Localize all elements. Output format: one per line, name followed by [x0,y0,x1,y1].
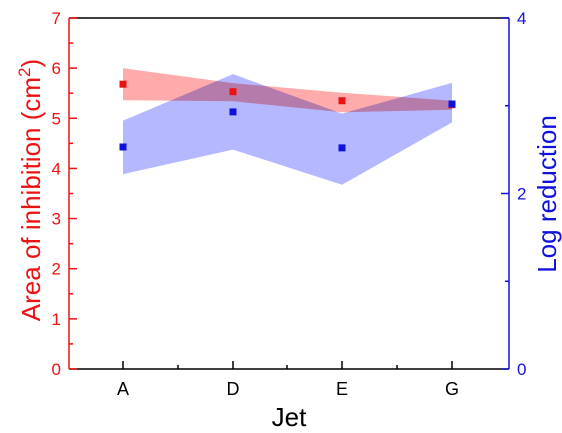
data-point-series-1 [119,80,127,88]
band-series-2 [123,74,452,185]
left-y-axis-title-superscript: 2 [15,67,34,76]
data-point-series-1 [338,97,346,105]
uncertainty-bands [123,68,452,185]
data-point-series-2 [448,100,456,108]
x-axis-title: Jet [272,402,307,432]
right-y-tick-label: 2 [517,185,526,204]
band-series-1 [123,68,452,113]
left-y-axis-title: Area of inhibition (cm2) [15,59,46,321]
left-y-tick-label: 4 [52,159,61,178]
right-y-tick-label: 0 [517,360,526,379]
left-y-tick-label: 7 [52,9,61,28]
data-point-series-2 [338,144,346,152]
x-tick-label: E [336,379,348,399]
left-y-tick-label: 6 [52,59,61,78]
left-y-axis: 0 1 2 3 4 5 6 7 [52,9,77,379]
data-point-series-1 [229,88,237,96]
left-y-tick-label: 2 [52,260,61,279]
left-y-axis-title-prefix: Area of inhibition (cm [16,77,46,321]
left-y-tick-label: 1 [52,310,61,329]
right-y-tick-label: 4 [517,9,526,28]
right-y-axis: 0 2 4 [501,9,526,379]
left-y-tick-label: 0 [52,360,61,379]
left-y-tick-label: 5 [52,109,61,128]
left-y-axis-title-suffix: ) [16,59,46,68]
data-point-series-2 [229,108,237,116]
x-tick-label: D [227,379,240,399]
left-y-tick-label: 3 [52,210,61,229]
data-point-series-2 [119,143,127,151]
data-points [119,80,456,152]
x-tick-label: A [117,379,129,399]
x-tick-label: G [445,379,459,399]
right-y-axis-title: Log reduction [532,115,562,273]
